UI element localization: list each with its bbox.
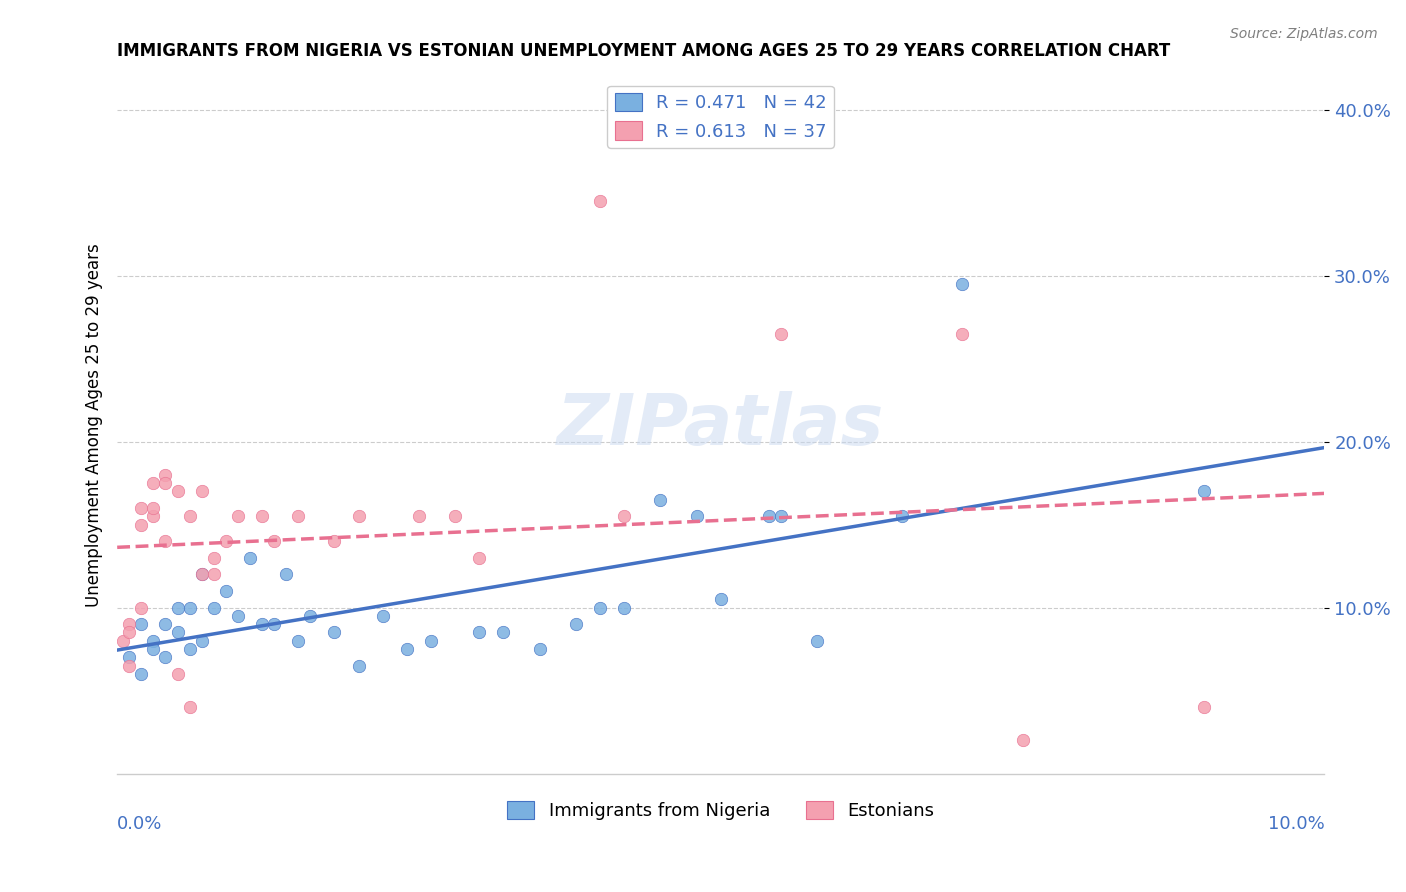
Point bbox=[131, 517, 153, 532]
Point bbox=[613, 509, 636, 524]
Point bbox=[142, 509, 165, 524]
Point bbox=[287, 509, 309, 524]
Point bbox=[1192, 484, 1215, 499]
Point bbox=[142, 501, 165, 516]
Point bbox=[118, 617, 141, 632]
Point bbox=[166, 625, 188, 640]
Legend: Immigrants from Nigeria, Estonians: Immigrants from Nigeria, Estonians bbox=[499, 793, 942, 827]
Point bbox=[190, 633, 212, 648]
Point bbox=[263, 617, 285, 632]
Point bbox=[770, 326, 793, 341]
Point bbox=[202, 600, 225, 615]
Point bbox=[239, 550, 262, 565]
Point bbox=[215, 534, 238, 549]
Point bbox=[589, 194, 612, 208]
Point bbox=[155, 534, 177, 549]
Point bbox=[408, 509, 430, 524]
Point bbox=[179, 642, 201, 657]
Point bbox=[118, 625, 141, 640]
Point bbox=[190, 484, 212, 499]
Point bbox=[215, 584, 238, 599]
Point bbox=[347, 658, 370, 673]
Point bbox=[112, 633, 135, 648]
Point bbox=[226, 608, 249, 623]
Point bbox=[155, 650, 177, 665]
Point bbox=[1011, 733, 1033, 747]
Point bbox=[226, 509, 249, 524]
Point bbox=[166, 667, 188, 681]
Point bbox=[131, 600, 153, 615]
Point bbox=[710, 592, 733, 607]
Point bbox=[468, 550, 491, 565]
Point bbox=[589, 600, 612, 615]
Point bbox=[650, 492, 672, 507]
Point bbox=[1192, 700, 1215, 714]
Y-axis label: Unemployment Among Ages 25 to 29 years: Unemployment Among Ages 25 to 29 years bbox=[86, 244, 103, 607]
Text: ZIPatlas: ZIPatlas bbox=[557, 391, 884, 459]
Point bbox=[166, 484, 188, 499]
Point bbox=[444, 509, 467, 524]
Point bbox=[890, 509, 912, 524]
Point bbox=[155, 476, 177, 491]
Text: IMMIGRANTS FROM NIGERIA VS ESTONIAN UNEMPLOYMENT AMONG AGES 25 TO 29 YEARS CORRE: IMMIGRANTS FROM NIGERIA VS ESTONIAN UNEM… bbox=[117, 42, 1170, 60]
Point bbox=[142, 476, 165, 491]
Point bbox=[202, 550, 225, 565]
Point bbox=[468, 625, 491, 640]
Point bbox=[950, 277, 973, 291]
Point bbox=[565, 617, 588, 632]
Point bbox=[529, 642, 551, 657]
Point bbox=[276, 567, 298, 582]
Point bbox=[299, 608, 322, 623]
Point bbox=[287, 633, 309, 648]
Text: Source: ZipAtlas.com: Source: ZipAtlas.com bbox=[1230, 27, 1378, 41]
Point bbox=[250, 617, 273, 632]
Point bbox=[685, 509, 707, 524]
Point bbox=[202, 567, 225, 582]
Point bbox=[347, 509, 370, 524]
Point bbox=[263, 534, 285, 549]
Point bbox=[166, 600, 188, 615]
Point bbox=[770, 509, 793, 524]
Point bbox=[190, 567, 212, 582]
Point bbox=[371, 608, 394, 623]
Point bbox=[190, 567, 212, 582]
Text: 10.0%: 10.0% bbox=[1268, 815, 1324, 833]
Point bbox=[179, 600, 201, 615]
Point bbox=[142, 642, 165, 657]
Point bbox=[806, 633, 828, 648]
Point bbox=[131, 667, 153, 681]
Point bbox=[142, 633, 165, 648]
Point bbox=[492, 625, 515, 640]
Point bbox=[155, 617, 177, 632]
Point bbox=[118, 658, 141, 673]
Point bbox=[950, 326, 973, 341]
Point bbox=[179, 700, 201, 714]
Point bbox=[323, 625, 346, 640]
Point bbox=[613, 600, 636, 615]
Point bbox=[155, 467, 177, 482]
Text: 0.0%: 0.0% bbox=[117, 815, 163, 833]
Point bbox=[323, 534, 346, 549]
Point bbox=[758, 509, 780, 524]
Point bbox=[131, 501, 153, 516]
Point bbox=[179, 509, 201, 524]
Point bbox=[395, 642, 418, 657]
Point bbox=[250, 509, 273, 524]
Point bbox=[420, 633, 443, 648]
Point bbox=[118, 650, 141, 665]
Point bbox=[131, 617, 153, 632]
